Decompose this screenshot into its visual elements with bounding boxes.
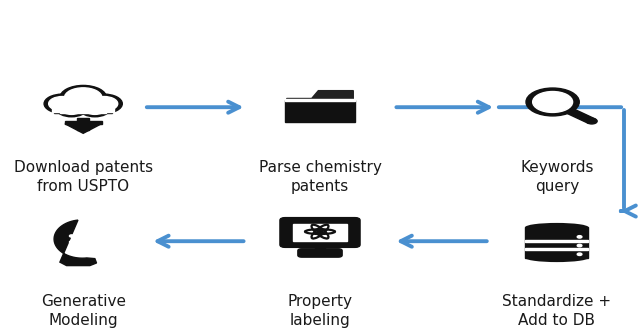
Circle shape bbox=[80, 101, 110, 117]
Circle shape bbox=[80, 241, 84, 243]
Circle shape bbox=[70, 241, 74, 243]
Circle shape bbox=[49, 96, 76, 111]
FancyBboxPatch shape bbox=[525, 248, 588, 250]
Polygon shape bbox=[65, 121, 102, 124]
Text: Download patents
from USPTO: Download patents from USPTO bbox=[13, 160, 153, 194]
Polygon shape bbox=[65, 124, 102, 133]
Circle shape bbox=[65, 88, 102, 108]
Circle shape bbox=[81, 238, 85, 240]
FancyBboxPatch shape bbox=[292, 224, 348, 241]
Circle shape bbox=[86, 94, 122, 113]
Circle shape bbox=[84, 104, 105, 114]
FancyBboxPatch shape bbox=[316, 244, 324, 252]
FancyBboxPatch shape bbox=[298, 249, 342, 257]
Polygon shape bbox=[287, 91, 353, 121]
FancyBboxPatch shape bbox=[525, 240, 588, 242]
Circle shape bbox=[44, 94, 81, 113]
Text: Keywords
query: Keywords query bbox=[520, 160, 593, 194]
FancyBboxPatch shape bbox=[52, 105, 114, 113]
Ellipse shape bbox=[525, 223, 588, 231]
Circle shape bbox=[577, 244, 582, 247]
FancyBboxPatch shape bbox=[525, 227, 588, 258]
Text: Standardize +
Add to DB: Standardize + Add to DB bbox=[502, 294, 611, 328]
FancyBboxPatch shape bbox=[280, 218, 360, 247]
Circle shape bbox=[91, 238, 95, 240]
Circle shape bbox=[577, 253, 582, 256]
Polygon shape bbox=[565, 108, 595, 123]
FancyBboxPatch shape bbox=[60, 108, 106, 113]
Circle shape bbox=[93, 229, 97, 231]
Circle shape bbox=[56, 101, 86, 117]
Polygon shape bbox=[54, 220, 97, 266]
Polygon shape bbox=[285, 100, 355, 122]
Circle shape bbox=[61, 104, 82, 114]
Circle shape bbox=[586, 118, 597, 124]
Circle shape bbox=[526, 88, 579, 116]
Circle shape bbox=[80, 248, 84, 250]
Circle shape bbox=[577, 236, 582, 238]
Circle shape bbox=[70, 235, 74, 237]
Circle shape bbox=[90, 96, 118, 111]
Polygon shape bbox=[285, 99, 355, 101]
Circle shape bbox=[91, 244, 95, 246]
Ellipse shape bbox=[525, 253, 588, 262]
Polygon shape bbox=[54, 111, 113, 113]
Text: Parse chemistry
patents: Parse chemistry patents bbox=[259, 160, 381, 194]
Circle shape bbox=[317, 230, 323, 233]
Text: Generative
Modeling: Generative Modeling bbox=[41, 294, 125, 328]
Circle shape bbox=[81, 229, 85, 231]
Circle shape bbox=[93, 235, 97, 237]
Circle shape bbox=[60, 85, 106, 110]
Circle shape bbox=[532, 91, 573, 113]
FancyBboxPatch shape bbox=[77, 118, 89, 130]
Text: Property
labeling: Property labeling bbox=[287, 294, 353, 328]
